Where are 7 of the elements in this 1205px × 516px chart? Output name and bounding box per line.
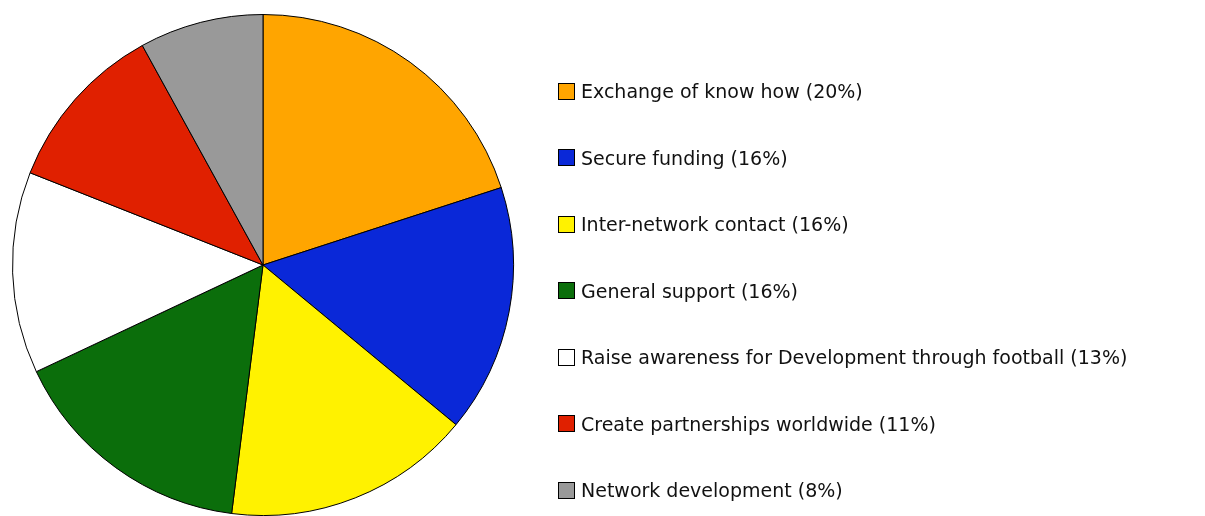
legend-label: Secure funding (16%) [581,146,788,169]
legend-label: Create partnerships worldwide (11%) [581,412,936,435]
legend-label: Inter-network contact (16%) [581,213,849,236]
legend-label: Network development (8%) [581,479,843,502]
legend-label: Exchange of know how (20%) [581,80,863,103]
legend-label: General support (16%) [581,279,798,302]
legend-label: Raise awareness for Development through football (13%) [581,346,1128,369]
